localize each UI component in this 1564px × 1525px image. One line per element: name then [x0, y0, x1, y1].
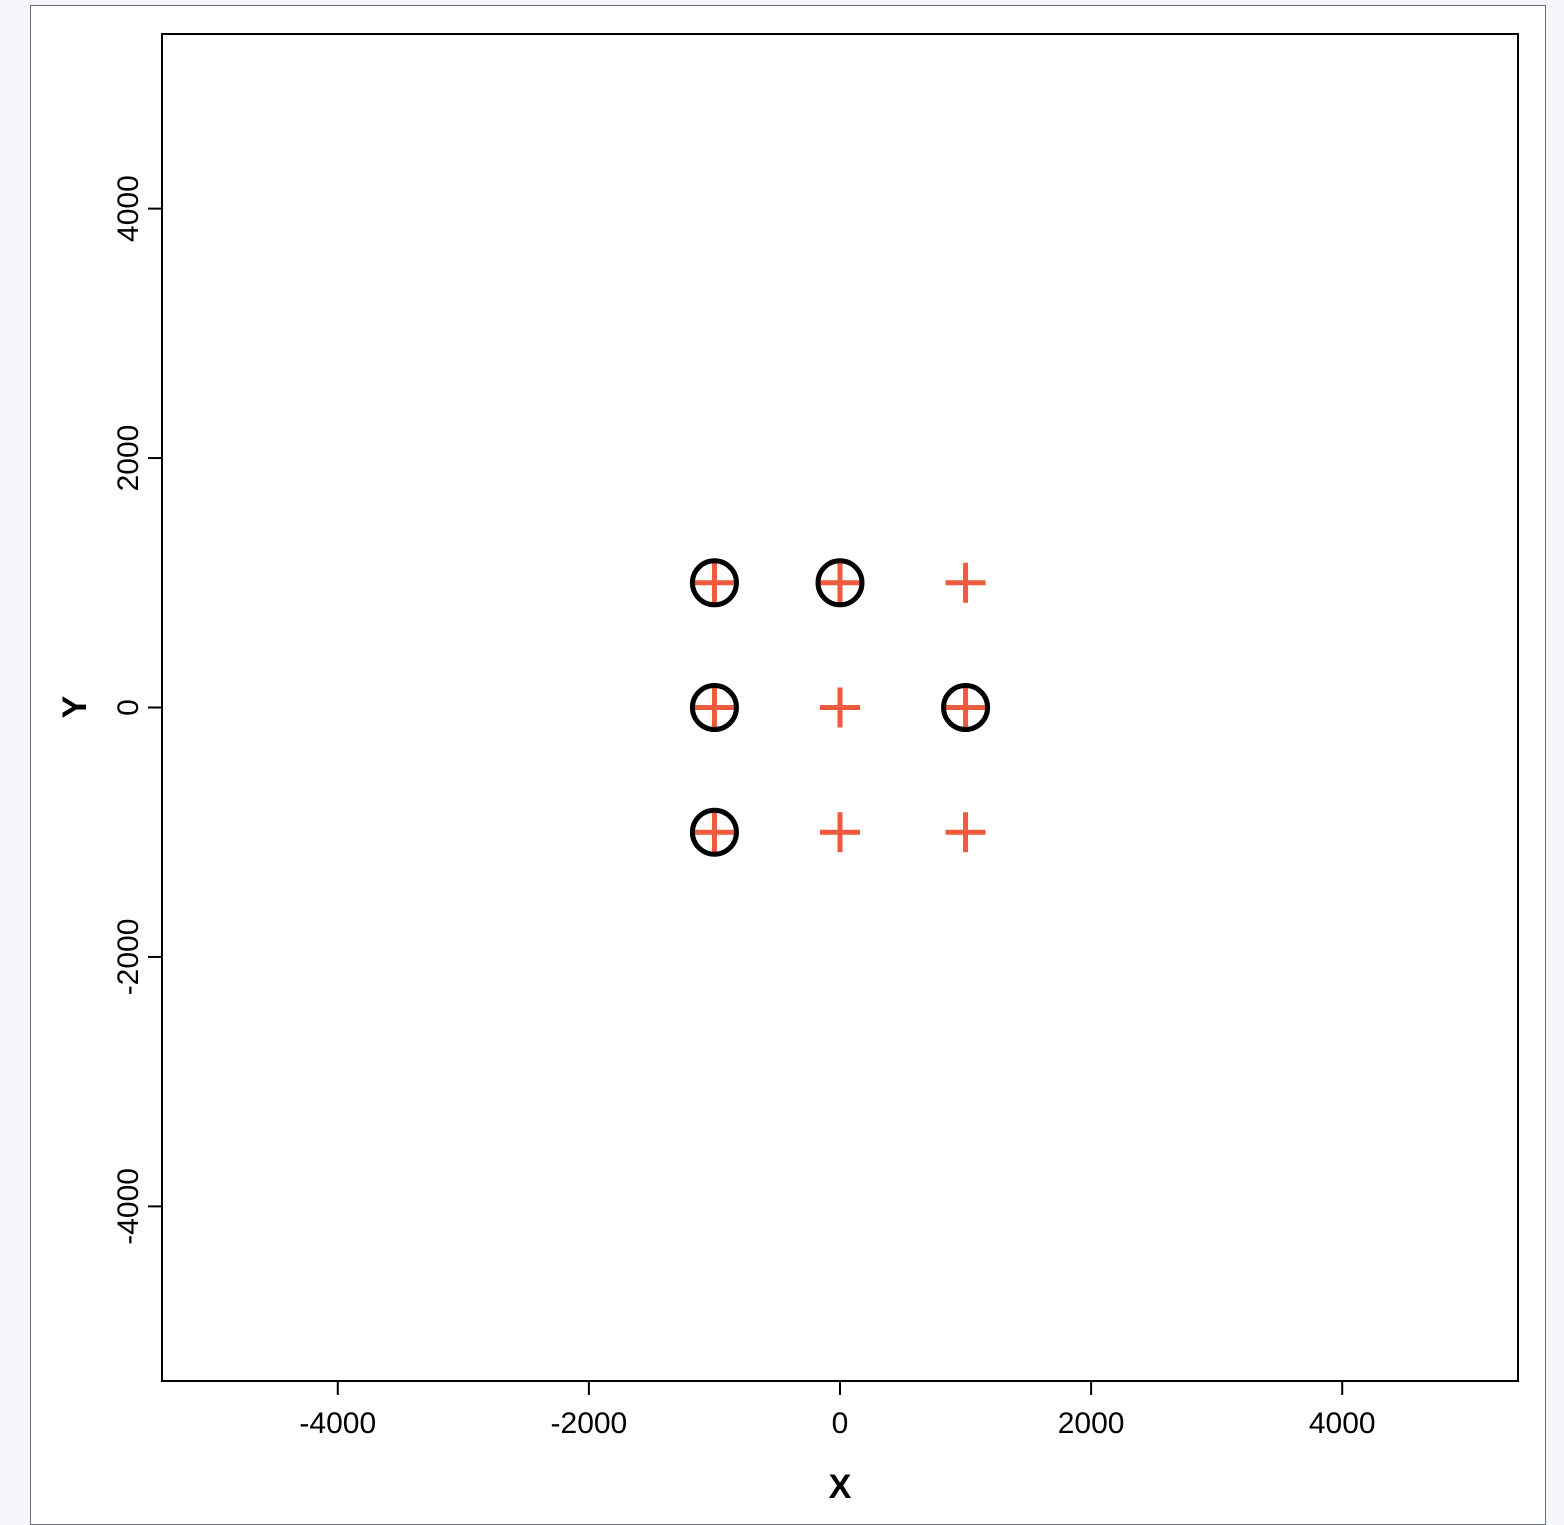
- plus-marker: [820, 562, 860, 603]
- plus-marker: [945, 812, 986, 853]
- x-tick-label: 0: [832, 1407, 849, 1440]
- circle-marker: [689, 683, 739, 732]
- x-tick-label: 4000: [1309, 1407, 1376, 1440]
- x-axis-title: X: [829, 1468, 852, 1506]
- x-tick-label: -2000: [551, 1407, 628, 1440]
- circle-marker: [815, 558, 865, 608]
- x-tick-label: -4000: [299, 1407, 376, 1440]
- y-tick-label: 2000: [112, 425, 145, 492]
- x-tick-label: 2000: [1058, 1407, 1125, 1440]
- plus-marker: [694, 812, 735, 853]
- circle-marker: [941, 683, 991, 732]
- plus-marker: [694, 687, 735, 728]
- plus-marker: [945, 687, 986, 728]
- y-axis-title: Y: [56, 695, 94, 718]
- y-tick-label: 0: [112, 699, 145, 716]
- y-tick-label: -4000: [112, 1168, 145, 1245]
- plus-marker: [820, 812, 860, 853]
- circle-marker: [689, 558, 739, 608]
- y-tick-label: 4000: [112, 175, 145, 242]
- plus-marker: [694, 562, 735, 603]
- data-points: [689, 558, 991, 857]
- y-tick-label: -2000: [112, 919, 145, 996]
- circle-marker: [689, 807, 739, 857]
- plus-marker: [820, 687, 860, 728]
- x-axis: -4000 -2000 0 2000 4000: [299, 1381, 1376, 1440]
- plus-marker: [945, 562, 986, 603]
- y-axis: -4000 -2000 0 2000 4000: [112, 175, 162, 1245]
